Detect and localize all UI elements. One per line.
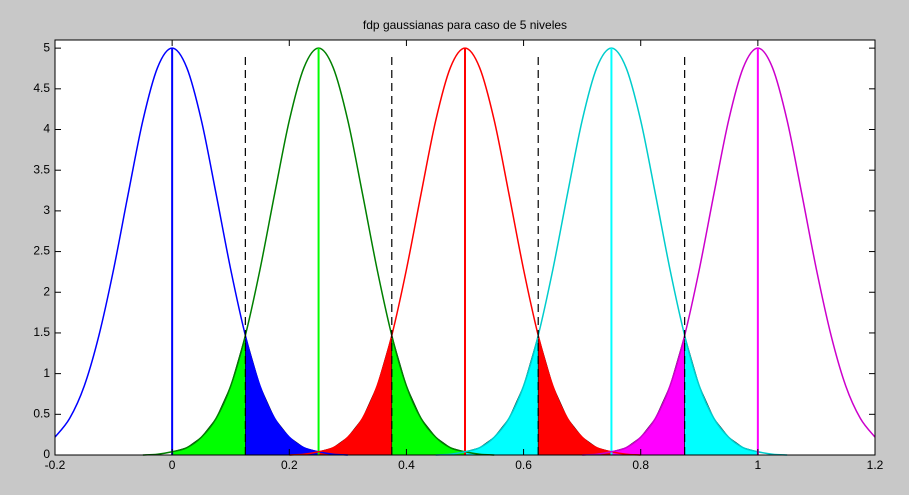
y-tick-label: 1 bbox=[43, 366, 50, 380]
y-tick-label: 5 bbox=[43, 40, 50, 54]
y-tick-label: 4 bbox=[43, 122, 50, 136]
x-tick-label: 1.2 bbox=[867, 458, 884, 472]
axes-box bbox=[54, 39, 876, 456]
y-tick-label: 3.5 bbox=[33, 162, 50, 176]
y-tick-label: 2 bbox=[43, 284, 50, 298]
y-tick-label: 3 bbox=[43, 203, 50, 217]
x-tick-label: 0.6 bbox=[515, 458, 532, 472]
y-tick-label: 2.5 bbox=[33, 244, 50, 258]
gaussian-curve bbox=[582, 47, 876, 456]
y-tick-label: 4.5 bbox=[33, 81, 50, 95]
chart-title: fdp gaussianas para caso de 5 niveles bbox=[363, 18, 567, 32]
x-tick-label: 1 bbox=[755, 458, 762, 472]
y-tick-label: 0.5 bbox=[33, 406, 50, 420]
x-tick-label: 0 bbox=[169, 458, 176, 472]
y-tick-label: 1.5 bbox=[33, 325, 50, 339]
x-tick-label: 0.2 bbox=[281, 458, 298, 472]
x-tick-label: -0.2 bbox=[45, 458, 66, 472]
y-tick-label: 0 bbox=[43, 447, 50, 461]
x-tick-label: 0.8 bbox=[632, 458, 649, 472]
gaussian-curve bbox=[54, 47, 348, 456]
x-tick-label: 0.4 bbox=[398, 458, 415, 472]
